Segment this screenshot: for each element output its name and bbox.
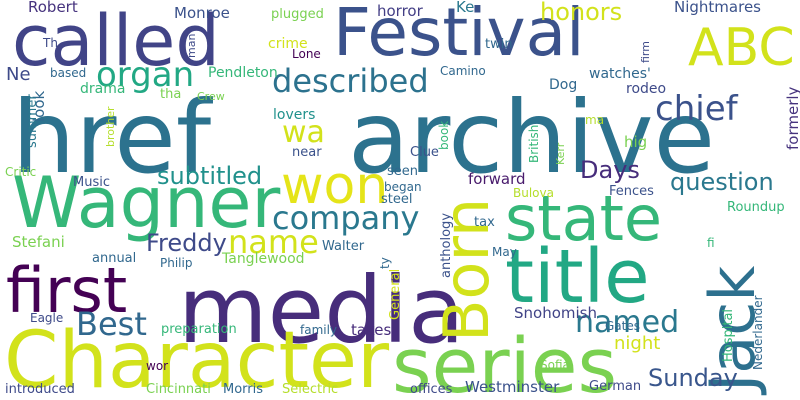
- cloud-word: Snohomish: [514, 304, 597, 322]
- cloud-word: forward: [468, 170, 526, 188]
- cloud-word: Selectric: [282, 382, 339, 397]
- cloud-word: crime: [268, 36, 308, 52]
- cloud-word: Festival: [333, 0, 585, 71]
- cloud-word: Freddy: [146, 229, 227, 257]
- cloud-word: media: [178, 257, 465, 364]
- cloud-word: series: [392, 321, 618, 400]
- cloud-word: ma: [585, 113, 605, 127]
- cloud-word: Pendleton: [208, 65, 278, 81]
- cloud-word: night: [614, 333, 661, 354]
- cloud-word: ty: [378, 257, 392, 269]
- cloud-word: Ne: [6, 64, 31, 85]
- cloud-word: href: [12, 79, 212, 196]
- cloud-word: British: [527, 124, 541, 163]
- cloud-word: Crew: [197, 90, 225, 103]
- cloud-word: Westminster: [465, 378, 560, 396]
- cloud-word: Hospital: [721, 308, 736, 362]
- cloud-word: fi: [707, 236, 715, 250]
- cloud-word: name: [228, 223, 319, 261]
- cloud-word: Wagner: [12, 162, 281, 244]
- cloud-word: watches': [589, 66, 651, 82]
- cloud-word: Stefani: [12, 233, 65, 251]
- cloud-word: first: [6, 254, 128, 327]
- cloud-word: Roundup: [727, 200, 785, 215]
- cloud-word: near: [292, 145, 322, 160]
- cloud-word: honors: [540, 0, 623, 26]
- cloud-word: plugged: [271, 7, 324, 22]
- cloud-word: Morris: [223, 382, 264, 397]
- cloud-word: tha: [160, 87, 182, 102]
- cloud-word: hig: [624, 133, 648, 151]
- cloud-word: Gates: [605, 319, 640, 333]
- cloud-word: state: [505, 182, 663, 255]
- cloud-word: takes: [351, 321, 392, 339]
- cloud-word: Monroe: [174, 4, 230, 22]
- cloud-word: company: [272, 199, 420, 237]
- cloud-word: subtitled: [157, 162, 263, 190]
- cloud-word: question: [670, 168, 774, 196]
- cloud-word: May: [492, 245, 517, 259]
- cloud-word: horror: [377, 2, 423, 20]
- cloud-word: described: [272, 62, 429, 100]
- cloud-word: preparation: [161, 322, 237, 337]
- cloud-word: firm: [639, 41, 652, 63]
- cloud-word: formerly: [784, 86, 800, 150]
- cloud-word: General: [388, 268, 403, 320]
- cloud-word: offices: [410, 382, 453, 397]
- cloud-word: Camino: [440, 64, 486, 78]
- cloud-word: won: [281, 156, 389, 216]
- cloud-word: seen: [387, 164, 419, 179]
- cloud-word: Character: [4, 316, 390, 400]
- cloud-word: Eagle: [30, 311, 64, 325]
- cloud-word: rodeo: [626, 81, 667, 97]
- cloud-word: Bulova: [513, 186, 554, 200]
- cloud-word: Music: [73, 175, 110, 190]
- cloud-word: chief: [655, 89, 738, 129]
- cloud-word: Lone: [292, 47, 321, 61]
- cloud-word: Best: [76, 305, 147, 343]
- cloud-word: Tanglewood: [222, 251, 305, 267]
- cloud-word: German: [589, 379, 642, 394]
- cloud-word: summer: [25, 94, 40, 148]
- cloud-word: book: [437, 120, 451, 150]
- cloud-word: twin: [485, 37, 513, 52]
- cloud-word: Sunday: [648, 364, 738, 392]
- cloud-word: named: [575, 305, 680, 340]
- cloud-word: Dog: [549, 77, 578, 93]
- cloud-word: introduced: [5, 382, 75, 397]
- cloud-word: family: [300, 323, 338, 337]
- cloud-word: Fences: [609, 184, 654, 199]
- cloud-word: title: [505, 234, 650, 320]
- cloud-word: Critic: [5, 165, 37, 179]
- cloud-word: brother: [104, 106, 117, 147]
- cloud-word: organ: [96, 55, 195, 95]
- cloud-word: drama: [80, 81, 126, 97]
- cloud-word: Nightmares: [674, 0, 761, 16]
- cloud-word: lovers: [273, 107, 316, 123]
- cloud-word: Days: [580, 156, 640, 184]
- cloud-word: anthology: [439, 212, 454, 278]
- cloud-word: based: [50, 66, 87, 80]
- cloud-word: Kerr: [554, 142, 567, 165]
- cloud-word: man: [185, 33, 198, 58]
- cloud-word: Clue: [410, 145, 439, 160]
- cloud-word: Ke: [456, 0, 475, 16]
- cloud-word: archive: [348, 79, 716, 196]
- cloud-word: Cincinnati: [146, 382, 211, 397]
- cloud-word: tax: [474, 215, 495, 230]
- cloud-word: wor: [146, 359, 169, 373]
- cloud-word: began: [384, 180, 422, 194]
- cloud-word: Sofia: [540, 358, 570, 372]
- cloud-word: Walter: [322, 239, 365, 254]
- cloud-word: Philip: [160, 256, 193, 270]
- cloud-word: wa: [282, 115, 325, 150]
- cloud-word: Nederlander: [751, 295, 765, 370]
- cloud-word: Robert: [28, 0, 78, 16]
- cloud-word: annual: [92, 251, 137, 266]
- cloud-word: Th: [43, 36, 58, 50]
- cloud-word: steel: [381, 192, 413, 207]
- cloud-word: ABC: [688, 18, 795, 78]
- cloud-word: called: [12, 0, 220, 82]
